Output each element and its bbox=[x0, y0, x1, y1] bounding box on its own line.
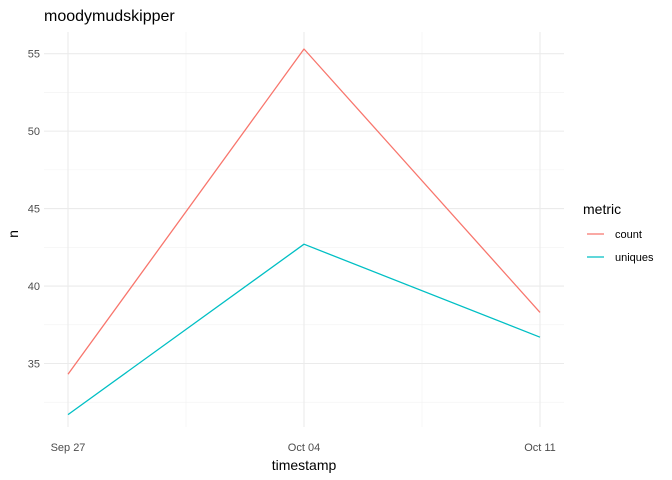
y-tick-label: 35 bbox=[28, 358, 40, 370]
legend: metric count uniques bbox=[583, 201, 654, 264]
y-tick-label: 45 bbox=[28, 204, 40, 216]
plot-grid bbox=[44, 32, 564, 427]
x-tick-label: Oct 04 bbox=[288, 442, 320, 454]
x-tick-label: Oct 11 bbox=[524, 442, 556, 454]
legend-title: metric bbox=[583, 201, 621, 217]
series-lines bbox=[67, 48, 541, 416]
legend-label-count: count bbox=[615, 229, 642, 241]
legend-label-uniques: uniques bbox=[615, 252, 654, 264]
y-tick-label: 55 bbox=[28, 49, 40, 61]
y-axis-title: n bbox=[5, 230, 21, 238]
x-axis-title: timestamp bbox=[272, 457, 337, 473]
series-line-count bbox=[67, 48, 541, 375]
x-axis-ticks: Sep 27 Oct 04 Oct 11 bbox=[51, 442, 556, 454]
y-tick-label: 40 bbox=[28, 281, 40, 293]
y-axis-ticks: 35 40 45 50 55 bbox=[28, 49, 40, 371]
x-tick-label: Sep 27 bbox=[51, 442, 86, 454]
y-tick-label: 50 bbox=[28, 126, 40, 138]
chart-title: moodymudskipper bbox=[44, 8, 175, 25]
series-line-uniques bbox=[67, 243, 541, 416]
